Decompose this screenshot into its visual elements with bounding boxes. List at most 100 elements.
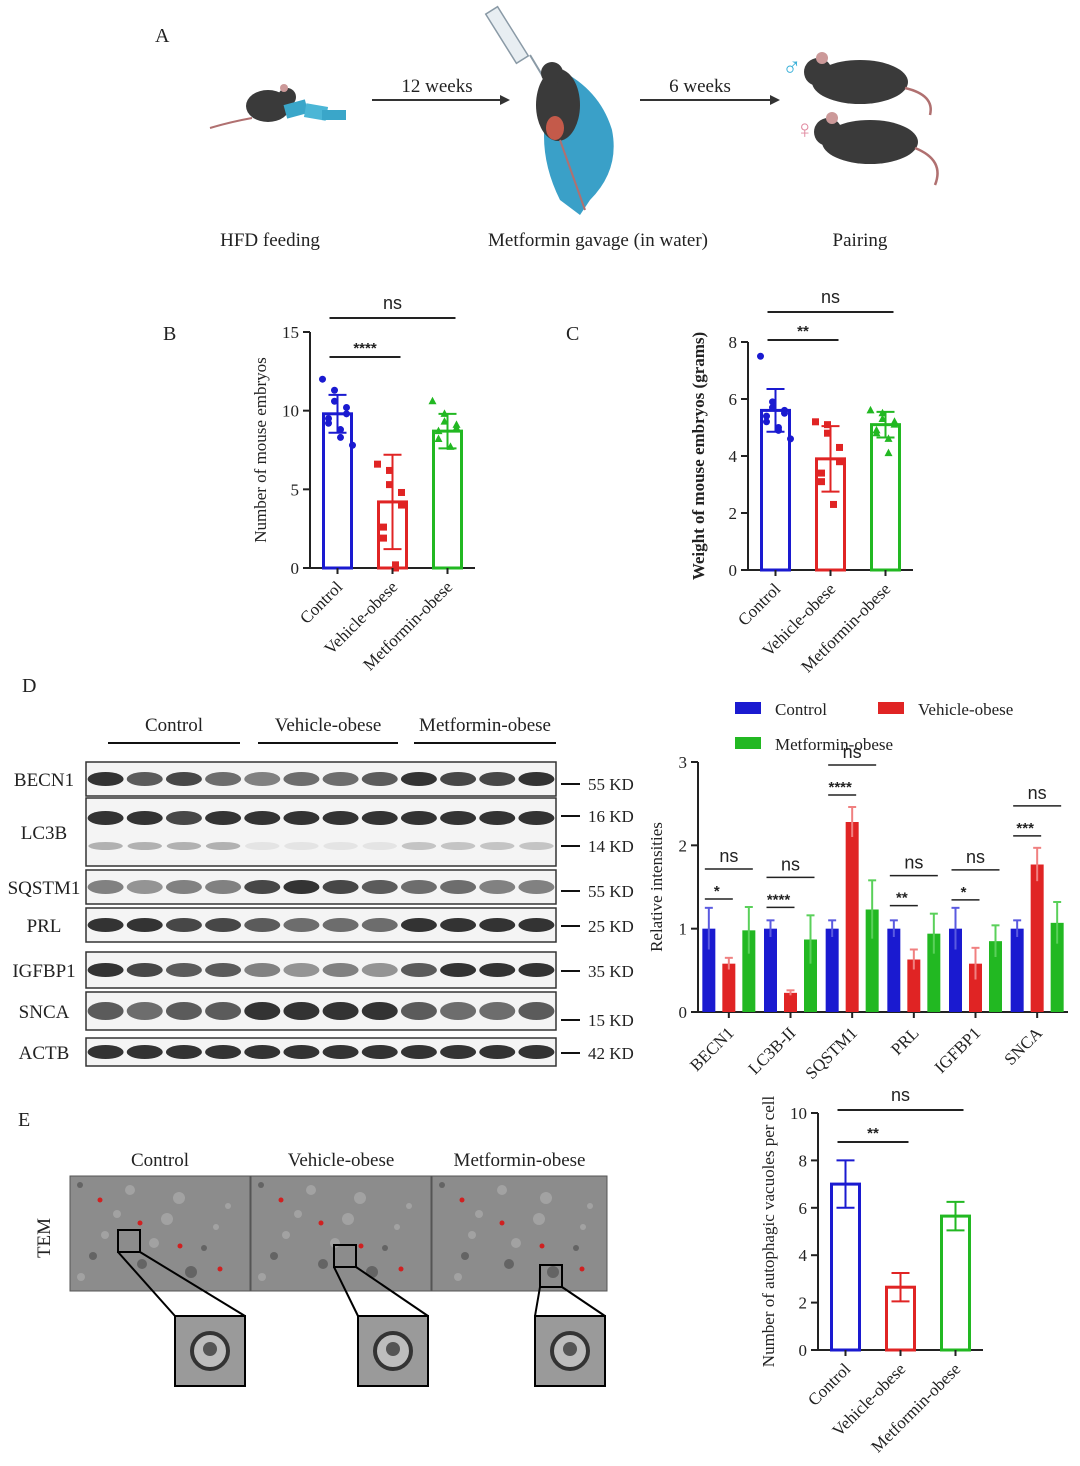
blot-band	[322, 1002, 359, 1020]
blot-band	[401, 842, 437, 850]
data-point	[392, 564, 399, 572]
blot-strip	[85, 1037, 557, 1067]
blot-band	[244, 963, 281, 977]
red-arrow-marker	[137, 1220, 143, 1226]
step-label-hfd-feeding: HFD feeding	[220, 230, 320, 251]
blot-band	[165, 918, 202, 932]
blot-protein-label: BECN1	[14, 770, 74, 791]
blot-band	[284, 842, 319, 850]
bar	[865, 909, 879, 1012]
blot-band	[518, 811, 555, 825]
tem-texture	[101, 1231, 109, 1239]
panel-letter-c: C	[566, 323, 579, 345]
significance-label: *	[714, 883, 720, 900]
blot-band	[283, 811, 320, 825]
red-arrow-marker	[177, 1243, 183, 1249]
blot-band	[518, 772, 555, 786]
blot-band	[244, 811, 281, 825]
red-arrow-marker	[358, 1243, 364, 1249]
data-point	[440, 417, 449, 425]
data-point	[434, 426, 443, 435]
x-tick-label: Control	[296, 577, 346, 627]
data-point	[398, 488, 405, 496]
data-point	[878, 408, 887, 417]
blot-band	[361, 880, 398, 894]
significance-label: **	[867, 1125, 879, 1142]
blot-band	[165, 772, 202, 786]
bar	[949, 928, 962, 1012]
tem-texture	[77, 1273, 85, 1281]
tem-texture	[258, 1273, 266, 1281]
y-tick-label: 2	[679, 836, 688, 855]
chart-e-autophagic-vacuoles: 0 2 4 6 8 10 Number of autophagic vacuoles per…	[759, 1085, 983, 1456]
blot-band	[283, 772, 320, 786]
red-arrow-marker	[278, 1197, 284, 1203]
blot-band	[87, 1002, 124, 1020]
blot-band	[361, 1045, 398, 1059]
tem-column-label: Metformin-obese	[454, 1150, 586, 1171]
marker-label: 25 KD	[588, 917, 634, 936]
blot-band	[518, 918, 555, 932]
blot-band	[440, 811, 477, 825]
tem-micrograph	[431, 1175, 608, 1292]
data-point	[446, 442, 455, 450]
data-point	[824, 421, 831, 429]
data-point	[440, 409, 449, 417]
blot-band	[322, 811, 359, 825]
data-point	[343, 410, 350, 418]
data-point	[890, 420, 899, 428]
blot-strip	[85, 869, 557, 905]
blot-band	[518, 1045, 555, 1059]
data-point	[386, 466, 393, 474]
legend-label: Control	[775, 700, 827, 719]
data-point	[343, 404, 350, 412]
vacuole-content	[203, 1342, 217, 1356]
pairing-mice-illustration: ♂ ♀	[782, 52, 939, 186]
y-tick-label: 4	[799, 1246, 808, 1265]
tem-texture	[406, 1203, 412, 1209]
tem-texture	[125, 1185, 135, 1195]
tem-texture	[580, 1224, 586, 1230]
data-point	[781, 409, 788, 417]
blot-band	[126, 811, 163, 825]
marker-label: 55 KD	[588, 882, 634, 901]
marker-label: 35 KD	[588, 962, 634, 981]
blot-band	[205, 842, 241, 850]
y-tick-label: 2	[799, 1294, 808, 1313]
blot-band	[440, 1002, 477, 1020]
bar	[927, 933, 941, 1012]
data-point	[878, 414, 887, 422]
tem-texture	[258, 1182, 264, 1188]
tem-texture	[225, 1203, 231, 1209]
bar	[784, 992, 797, 1012]
x-tick-label: IGFBP1	[931, 1023, 985, 1077]
zoom-line	[534, 1286, 541, 1317]
panel-d-western-blot: Control Vehicle-obese Metformin-obese BECN1…	[8, 715, 634, 1067]
x-tick-label: LC3B-II	[744, 1023, 799, 1078]
bar	[1010, 928, 1024, 1012]
blot-band	[205, 880, 242, 894]
data-point	[866, 405, 875, 414]
blot-band	[361, 772, 398, 786]
blot-band	[127, 842, 162, 850]
blot-protein-label: PRL	[27, 916, 62, 937]
data-point	[836, 458, 843, 466]
tem-micrograph	[250, 1175, 432, 1292]
x-tick-label: Control	[734, 579, 784, 629]
step-label-metformin-gavage: Metformin gavage (in water)	[488, 230, 708, 251]
significance-label: ****	[353, 340, 377, 357]
data-point	[319, 375, 326, 383]
tem-texture	[318, 1259, 328, 1269]
red-arrow-marker	[217, 1266, 223, 1272]
blot-band	[400, 918, 437, 932]
blot-band	[479, 963, 516, 977]
data-point	[818, 469, 825, 477]
blot-band	[518, 880, 555, 894]
blot-band	[244, 880, 281, 894]
bar	[887, 928, 901, 1012]
panel-letter-e: E	[18, 1109, 30, 1131]
tem-texture	[161, 1213, 173, 1225]
legend-swatch	[735, 737, 761, 749]
blot-band	[440, 772, 477, 786]
blot-band	[440, 1045, 477, 1059]
